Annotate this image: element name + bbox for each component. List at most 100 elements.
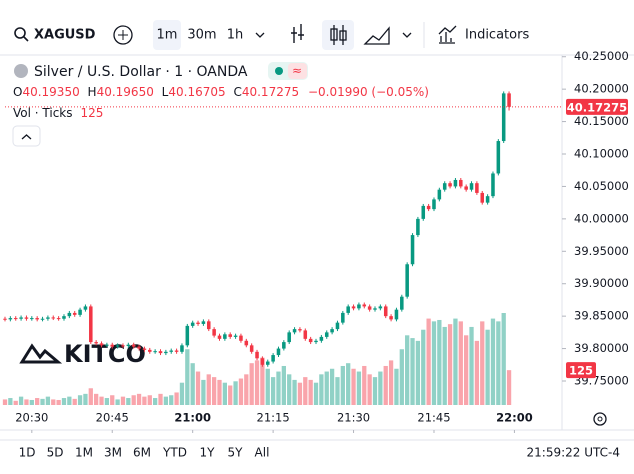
interval[interactable]: 30m (187, 28, 216, 43)
symbol[interactable]: XAGUSD (34, 28, 96, 43)
candle-body (164, 351, 168, 354)
x-tick-label: 20:45 (96, 411, 129, 425)
volume-bar (372, 377, 378, 405)
candle-body (410, 235, 415, 265)
volume-bar (29, 399, 34, 405)
interval[interactable]: 1h (227, 28, 244, 43)
volume-bar (281, 365, 286, 405)
legend-title: Silver / U.S. Dollar · 1 · OANDA (34, 64, 248, 80)
range-button[interactable]: 5Y (228, 446, 244, 460)
volume-bar (83, 393, 88, 405)
candle-body (485, 196, 490, 203)
x-tick-label: 20:30 (15, 411, 48, 425)
volume-bar (490, 318, 496, 405)
candle-body (303, 330, 308, 339)
candle-body (244, 340, 249, 346)
volume-bar (249, 363, 254, 405)
candle-body (292, 329, 297, 333)
volume-bar (56, 399, 61, 405)
collapse-button[interactable] (12, 125, 41, 147)
volume-bar (179, 382, 185, 405)
candle-body (83, 306, 88, 310)
range-button[interactable]: 1Y (200, 446, 216, 460)
candle-body (341, 312, 345, 323)
x-tick-label: 22:00 (496, 411, 533, 425)
range-button[interactable]: 1D (19, 446, 36, 460)
volume-bar (174, 392, 179, 405)
range-button[interactable]: 6M (133, 446, 151, 460)
x-tick-label: 21:15 (257, 411, 290, 425)
volume-bar (45, 396, 51, 405)
volume-bar (464, 335, 469, 405)
volume-bar (2, 399, 8, 405)
x-tick-label: 21:30 (337, 411, 370, 425)
bars-icon[interactable] (291, 24, 304, 43)
volume-bar (319, 374, 324, 405)
candle-body (196, 322, 200, 324)
volume-bar (206, 374, 211, 405)
candle-body (475, 183, 479, 193)
last-price-label: 40.17275 (567, 100, 627, 114)
range-button[interactable]: 5D (47, 446, 64, 460)
volume-bar (297, 382, 303, 405)
candle-body (67, 312, 72, 317)
add-symbol[interactable] (113, 25, 133, 45)
active-interval[interactable] (153, 20, 181, 50)
candle-body (190, 322, 195, 326)
plot (2, 91, 562, 405)
candle-body (94, 342, 98, 344)
settings-button[interactable] (593, 412, 607, 426)
change: −0.01990 (−0.05%) (308, 85, 429, 99)
volume-bar (346, 363, 351, 405)
candle-body (206, 321, 211, 330)
range-button[interactable]: 3M (104, 446, 122, 460)
candle-body (30, 318, 34, 320)
candle-body (469, 183, 474, 190)
candle-body (148, 349, 152, 352)
candle-body (507, 93, 511, 107)
watermark-text: KITCO (64, 340, 146, 368)
volume-bar (442, 326, 447, 405)
candle-body (40, 318, 45, 320)
volume-bar (254, 360, 260, 405)
x-tick-label: 21:45 (417, 411, 450, 425)
candle-body (496, 141, 501, 174)
candle-body (357, 304, 361, 309)
candle-body (137, 346, 141, 349)
volume-bar (388, 360, 394, 405)
candle-body (421, 205, 426, 219)
y-tick-label: 39.90000 (574, 276, 629, 290)
y-tick-label: 40.05000 (574, 179, 629, 193)
area-icon[interactable] (363, 26, 390, 45)
volume-bar (453, 318, 458, 405)
last-price-tag (566, 98, 628, 115)
volume-bar (335, 377, 340, 405)
volume-bar (292, 379, 297, 405)
candle-body (271, 355, 275, 362)
o-label: O (13, 85, 22, 99)
y-tick-label: 39.80000 (574, 341, 629, 355)
interval[interactable]: 1m (157, 28, 178, 43)
candle-body (249, 345, 254, 352)
candle-body (223, 334, 227, 339)
range-button[interactable]: YTD (162, 446, 187, 460)
candle-body (453, 179, 458, 187)
range-button[interactable]: 1M (75, 446, 93, 460)
range-button[interactable]: All (255, 446, 270, 460)
indicators-button[interactable]: Indicators (465, 28, 529, 43)
candle-body (105, 344, 109, 346)
volume-bar (270, 377, 276, 405)
c-label: C (233, 85, 241, 99)
volume-bar (99, 396, 104, 405)
volume-bar (447, 324, 453, 405)
volume-bar (233, 381, 238, 405)
volume-bar (394, 368, 399, 405)
candle-body (24, 317, 29, 319)
volume-bar (415, 340, 421, 405)
candles-button[interactable] (322, 20, 354, 50)
volume-bar (485, 329, 490, 405)
volume-bar (367, 374, 372, 405)
candle-body (180, 345, 184, 352)
volume-value: 125 (81, 106, 104, 120)
